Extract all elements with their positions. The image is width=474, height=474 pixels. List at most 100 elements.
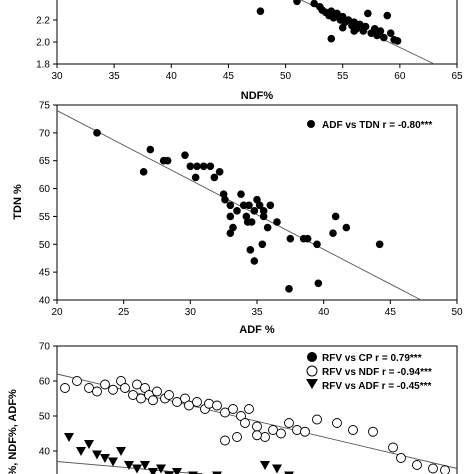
data-point bbox=[258, 240, 267, 249]
data-point-triangle bbox=[108, 457, 118, 467]
data-point-open bbox=[92, 386, 102, 397]
data-point bbox=[181, 151, 189, 159]
data-point-open bbox=[164, 390, 174, 400]
regression-line bbox=[56, 461, 206, 474]
data-point bbox=[314, 279, 323, 288]
data-point bbox=[259, 212, 268, 221]
data-point bbox=[383, 11, 392, 20]
data-point bbox=[286, 234, 295, 243]
data-point-open bbox=[240, 418, 250, 428]
data-point-open bbox=[252, 421, 262, 432]
y-tick-label: 70 bbox=[39, 342, 51, 353]
x-tick-label: 50 bbox=[280, 71, 292, 82]
data-point bbox=[273, 218, 281, 226]
data-point bbox=[266, 201, 275, 210]
data-point bbox=[139, 168, 148, 176]
data-point-open bbox=[348, 425, 358, 435]
data-point bbox=[255, 201, 264, 210]
data-point bbox=[250, 257, 259, 265]
x-tick-label: 30 bbox=[185, 307, 197, 318]
x-tick-label: 40 bbox=[166, 71, 178, 82]
data-point-open bbox=[220, 435, 230, 446]
data-point-open bbox=[72, 376, 82, 386]
data-point bbox=[146, 145, 155, 154]
data-point bbox=[370, 25, 379, 33]
y-axis-label: TDN % bbox=[12, 184, 24, 220]
data-point bbox=[333, 9, 341, 18]
data-point-triangle bbox=[140, 461, 150, 470]
x-tick-label: 25 bbox=[118, 307, 130, 318]
data-point-open bbox=[260, 432, 270, 442]
data-point bbox=[256, 7, 265, 15]
x-tick-label: 30 bbox=[51, 71, 63, 82]
y-tick-label: 65 bbox=[39, 156, 51, 167]
data-point bbox=[221, 195, 229, 204]
chart-adf-tdn-panel: 20 25 30 35 40 45 50 40 45 50 55 60 65 70 75 ADF % TD… bbox=[12, 101, 463, 337]
data-point bbox=[327, 34, 336, 43]
data-point-open bbox=[60, 383, 70, 393]
regression-line bbox=[56, 110, 422, 301]
data-point-open bbox=[192, 397, 202, 407]
data-point-open bbox=[312, 414, 322, 425]
data-point bbox=[293, 0, 301, 6]
data-point-triangle bbox=[164, 471, 174, 474]
data-point bbox=[246, 246, 255, 254]
x-axis-label: NDF% bbox=[241, 90, 274, 102]
x-axis-label: ADF % bbox=[239, 324, 275, 336]
x-tick-label: 45 bbox=[385, 307, 397, 318]
legend-marker-filled-triangle bbox=[306, 379, 318, 389]
data-point-open bbox=[108, 384, 118, 395]
data-point bbox=[361, 22, 370, 31]
data-point-open bbox=[440, 465, 450, 474]
data-point bbox=[245, 201, 253, 210]
data-point-open bbox=[100, 379, 110, 390]
y-tick-label: 70 bbox=[39, 128, 51, 139]
y-tick-label: 75 bbox=[39, 101, 51, 112]
data-point bbox=[380, 33, 388, 42]
data-point bbox=[210, 173, 219, 182]
data-point bbox=[93, 129, 101, 137]
y-axis-label: CP%, NDF%, ADF% bbox=[7, 389, 19, 474]
data-point-open bbox=[396, 453, 406, 463]
data-point bbox=[226, 229, 235, 237]
y-tick-label: 60 bbox=[39, 377, 51, 388]
legend-marker-open-circle bbox=[306, 365, 318, 377]
x-tick-label: 40 bbox=[318, 307, 330, 318]
x-tick-label: 65 bbox=[451, 71, 463, 82]
data-point bbox=[193, 162, 201, 171]
y-tick-label: 40 bbox=[39, 447, 51, 458]
plot-frame bbox=[56, 0, 458, 65]
legend-label: RFV vs ADF r = -0.45*** bbox=[322, 381, 432, 392]
data-point bbox=[239, 201, 248, 210]
data-point bbox=[310, 0, 318, 8]
legend-label: RFV vs NDF r = -0.94*** bbox=[322, 367, 432, 378]
data-point-open bbox=[276, 428, 286, 439]
data-point-open bbox=[244, 404, 254, 414]
data-point bbox=[199, 162, 208, 171]
data-point bbox=[263, 223, 272, 232]
data-point bbox=[237, 190, 245, 198]
data-point bbox=[342, 223, 351, 232]
y-tick-label: 2.0 bbox=[36, 38, 50, 49]
y-tick-label: 55 bbox=[39, 212, 51, 223]
data-point-triangle bbox=[124, 461, 134, 470]
data-point-open bbox=[284, 418, 294, 428]
y-tick-label: 2.2 bbox=[36, 16, 50, 27]
data-point bbox=[206, 162, 215, 171]
data-point-open bbox=[232, 432, 242, 442]
legend-marker-filled-circle bbox=[307, 120, 315, 128]
data-point-open bbox=[368, 426, 378, 437]
legend: ADF vs TDN r = -0.80*** bbox=[307, 120, 432, 131]
data-point-triangle bbox=[76, 447, 86, 456]
data-point bbox=[386, 29, 395, 37]
y-tick-label: 50 bbox=[39, 240, 51, 251]
legend-label: ADF vs TDN r = -0.80*** bbox=[322, 120, 432, 131]
legend: RFV vs CP r = 0.79*** RFV vs NDF r = -0.… bbox=[306, 352, 432, 392]
data-point-open bbox=[292, 425, 302, 435]
data-point bbox=[327, 7, 336, 15]
data-point-triangle bbox=[64, 433, 74, 442]
data-point bbox=[344, 16, 353, 24]
data-point-open bbox=[412, 460, 422, 470]
data-point-open bbox=[212, 400, 222, 411]
